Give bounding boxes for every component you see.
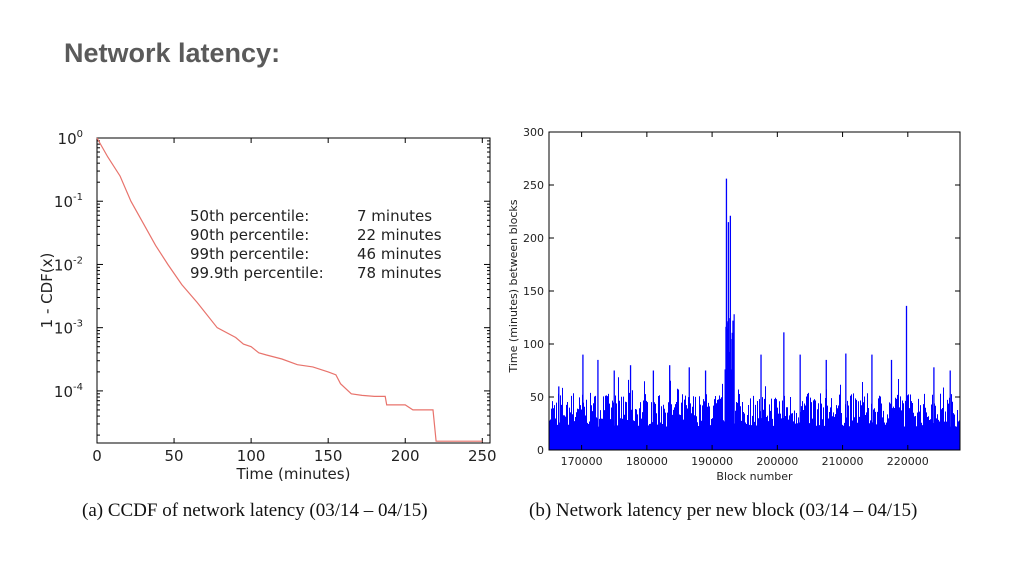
bar-x-tick-label: 220000 — [887, 455, 929, 468]
percentile-value: 78 minutes — [357, 264, 442, 282]
percentile-label: 99th percentile: — [190, 245, 309, 263]
ccdf-y-axis-label: 1 - CDF(x) — [38, 253, 56, 329]
ccdf-y-tick-label: 100 — [58, 129, 83, 148]
ccdf-y-tick-label: 10-3 — [54, 319, 83, 338]
bar-y-tick-label: 50 — [530, 391, 544, 404]
ccdf-x-tick-label: 50 — [165, 447, 184, 465]
ccdf-y-tick-label: 10-2 — [54, 255, 83, 274]
percentile-label: 99.9th percentile: — [190, 264, 324, 282]
percentile-value: 7 minutes — [357, 207, 432, 225]
bar-x-tick-label: 170000 — [561, 455, 603, 468]
ccdf-x-tick-label: 150 — [314, 447, 343, 465]
bar-y-tick-label: 0 — [537, 444, 544, 457]
bar-x-tick-label: 200000 — [756, 455, 798, 468]
bar-y-tick-label: 100 — [523, 338, 544, 351]
bar-x-tick-label: 210000 — [822, 455, 864, 468]
latency-bar-chart: 170000 180000 190000 200000 210000 220000 0 50 1… — [507, 126, 961, 483]
ccdf-chart: 0 50 100 150 200 250 100 10-1 10-2 10-3 10-4 Time (… — [38, 129, 497, 483]
ccdf-x-tick-label: 0 — [92, 447, 102, 465]
bar-y-tick-label: 200 — [523, 232, 544, 245]
ccdf-x-axis-label: Time (minutes) — [236, 465, 351, 483]
slide-title: Network latency: — [64, 38, 281, 68]
ccdf-line — [96, 137, 483, 442]
caption-a: (a) CCDF of network latency (03/14 – 04/… — [82, 500, 428, 521]
percentile-label: 90th percentile: — [190, 226, 309, 244]
bar-x-tick-label: 180000 — [626, 455, 668, 468]
ccdf-x-tick-label: 250 — [468, 447, 497, 465]
bar-y-axis-label: Time (minutes) between blocks — [507, 199, 520, 373]
ccdf-y-tick-label: 10-4 — [54, 382, 83, 401]
ccdf-y-tick-label: 10-1 — [54, 192, 83, 211]
percentile-value: 46 minutes — [357, 245, 442, 263]
percentile-value: 22 minutes — [357, 226, 442, 244]
ccdf-plot-frame — [96, 137, 491, 444]
bar-y-tick-label: 150 — [523, 285, 544, 298]
bar-y-tick-label: 250 — [523, 179, 544, 192]
ccdf-x-tick-label: 100 — [237, 447, 266, 465]
bar-x-axis-label: Block number — [716, 470, 793, 483]
bar-x-tick-label: 190000 — [691, 455, 733, 468]
ccdf-x-tick-label: 200 — [391, 447, 420, 465]
caption-b: (b) Network latency per new block (03/14… — [529, 500, 918, 521]
percentile-label: 50th percentile: — [190, 207, 309, 225]
bar-y-tick-label: 300 — [523, 126, 544, 139]
